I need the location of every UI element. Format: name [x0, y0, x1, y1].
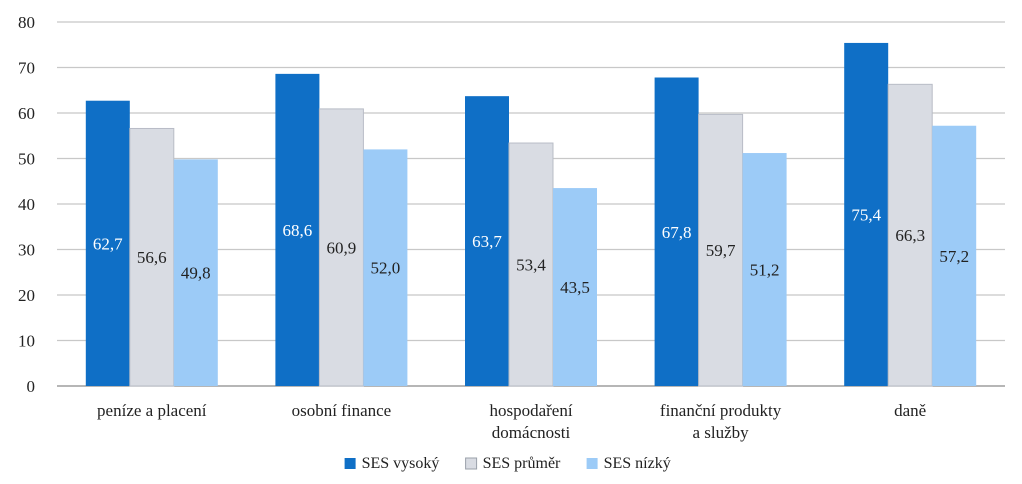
legend-swatch	[586, 458, 598, 469]
data-label: 75,4	[851, 205, 881, 224]
bar	[698, 113, 744, 387]
y-tick-label: 50	[18, 150, 35, 169]
bar	[887, 83, 933, 387]
data-label: 56,6	[137, 248, 167, 267]
legend: SES vysoký SES průměr SES nízký	[344, 455, 671, 472]
y-tick-label: 70	[18, 59, 35, 78]
bars	[85, 42, 977, 387]
bar	[742, 153, 787, 386]
y-tick-label: 60	[18, 104, 35, 123]
data-label: 60,9	[327, 238, 357, 257]
bar	[508, 142, 554, 387]
data-label: 51,2	[750, 261, 780, 280]
x-tick-label: daně	[894, 401, 926, 420]
y-tick-label: 30	[18, 241, 35, 260]
x-axis: peníze a placení osobní finance hospodařen…	[97, 401, 926, 442]
bar	[129, 127, 175, 387]
data-label: 62,7	[93, 234, 123, 253]
x-tick-label: finanční produkty	[660, 401, 782, 420]
bar	[275, 73, 320, 387]
data-label: 52,0	[371, 259, 401, 278]
y-tick-label: 0	[27, 377, 36, 396]
data-label: 53,4	[516, 256, 546, 275]
y-tick-label: 40	[18, 195, 35, 214]
x-tick-label: osobní finance	[292, 401, 392, 420]
data-labels: 62,7 56,6 49,8 68,6 60,9 52,0 63,7 53,4 43,5 67,8…	[93, 205, 969, 297]
data-label: 59,7	[706, 241, 736, 260]
y-axis: 0 10 20 30 40 50 60 70 80	[18, 13, 35, 396]
data-label: 66,3	[895, 226, 925, 245]
legend-label: SES nízký	[604, 455, 671, 472]
bar	[465, 96, 509, 386]
y-tick-label: 10	[18, 332, 35, 351]
data-label: 67,8	[662, 223, 692, 242]
bar	[173, 159, 218, 386]
bar	[318, 108, 364, 387]
y-tick-label: 20	[18, 286, 35, 305]
bar	[85, 100, 130, 386]
data-label: 49,8	[181, 264, 211, 283]
legend-swatch	[465, 457, 478, 470]
data-label: 63,7	[472, 232, 502, 251]
legend-label: SES průměr	[483, 455, 561, 472]
data-label: 43,5	[560, 278, 590, 297]
bar	[553, 188, 597, 386]
x-tick-label: domácnosti	[492, 423, 571, 442]
bar	[654, 77, 699, 386]
y-tick-label: 80	[18, 13, 35, 32]
data-label: 68,6	[283, 221, 313, 240]
bar	[844, 42, 889, 387]
bar	[932, 125, 977, 387]
legend-swatch	[344, 458, 356, 469]
x-tick-label: a služby	[693, 423, 750, 442]
legend-label: SES vysoký	[362, 455, 440, 472]
bar	[363, 149, 408, 386]
data-label: 57,2	[939, 247, 969, 266]
x-tick-label: hospodaření	[489, 401, 572, 420]
x-tick-label: peníze a placení	[97, 401, 207, 420]
